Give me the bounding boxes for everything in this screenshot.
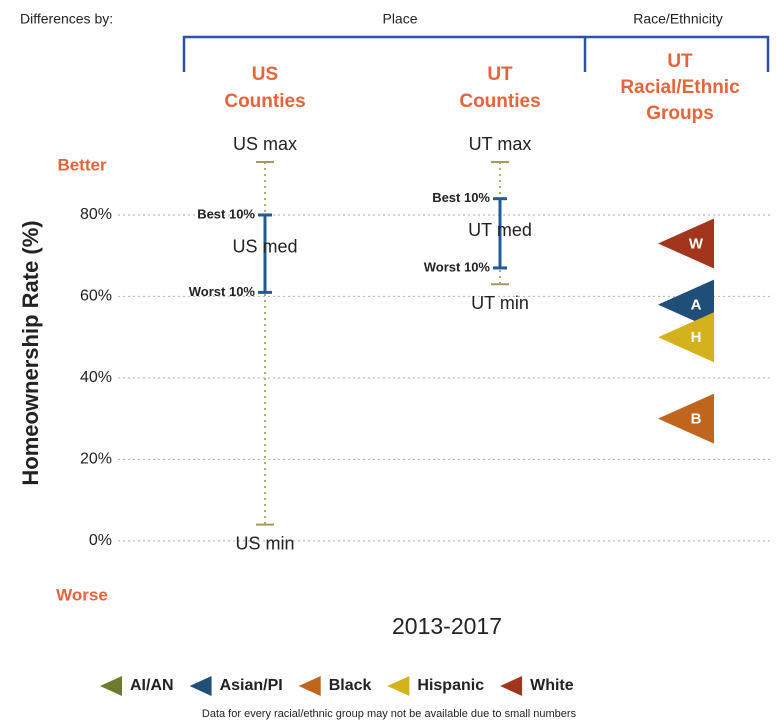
p10-label: Worst 10%: [189, 284, 256, 299]
legend-swatch: [500, 676, 523, 696]
group-marker: [658, 279, 714, 330]
y-tick-label: 20%: [80, 451, 112, 468]
legend-swatch: [100, 676, 122, 696]
legend-label: Hispanic: [417, 677, 484, 694]
column-title: US: [252, 64, 278, 85]
y-tick-label: 60%: [80, 288, 112, 305]
header: Differences by:: [20, 11, 113, 27]
better-label: Better: [57, 155, 107, 174]
legend-swatch: [298, 676, 321, 696]
marker-letter: H: [691, 329, 702, 346]
y-tick-label: 0%: [89, 532, 112, 549]
p90-label: Best 10%: [197, 206, 255, 221]
legend-label: Black: [329, 677, 372, 694]
group-marker: [658, 393, 714, 444]
column-title: Racial/Ethnic: [620, 77, 740, 98]
legend-label: AI/AN: [130, 677, 174, 694]
legend-label: White: [530, 677, 574, 694]
median-label: UT med: [468, 220, 532, 240]
legend-label: Asian/PI: [220, 677, 283, 694]
worse-label: Worse: [56, 585, 108, 604]
group-label: Place: [382, 11, 417, 27]
column-title: Counties: [459, 91, 540, 112]
max-label: US max: [233, 134, 297, 154]
marker-letter: A: [691, 297, 702, 314]
y-tick-label: 40%: [80, 369, 112, 386]
marker-letter: W: [689, 235, 704, 252]
median-label: US med: [232, 236, 297, 256]
note: Data for every racial/ethnic group may n…: [202, 708, 577, 720]
y-tick-label: 80%: [80, 206, 112, 223]
group-marker: [658, 312, 714, 363]
p90-label: Best 10%: [432, 190, 490, 205]
column-title: Groups: [646, 103, 714, 124]
max-label: UT max: [469, 134, 532, 154]
column-title: UT: [487, 64, 513, 85]
min-label: UT min: [471, 293, 529, 313]
p10-label: Worst 10%: [424, 259, 491, 274]
x-axis-label: 2013-2017: [392, 613, 502, 639]
marker-letter: B: [691, 411, 702, 428]
legend-swatch: [189, 676, 212, 696]
group-label: Race/Ethnicity: [633, 11, 722, 27]
column-title: UT: [667, 51, 693, 72]
min-label: US min: [235, 533, 294, 553]
legend-swatch: [387, 676, 410, 696]
column-title: Counties: [224, 91, 305, 112]
y-axis-label: Homeownership Rate (%): [18, 220, 43, 485]
group-marker: [658, 218, 714, 269]
bracket: [182, 35, 770, 72]
